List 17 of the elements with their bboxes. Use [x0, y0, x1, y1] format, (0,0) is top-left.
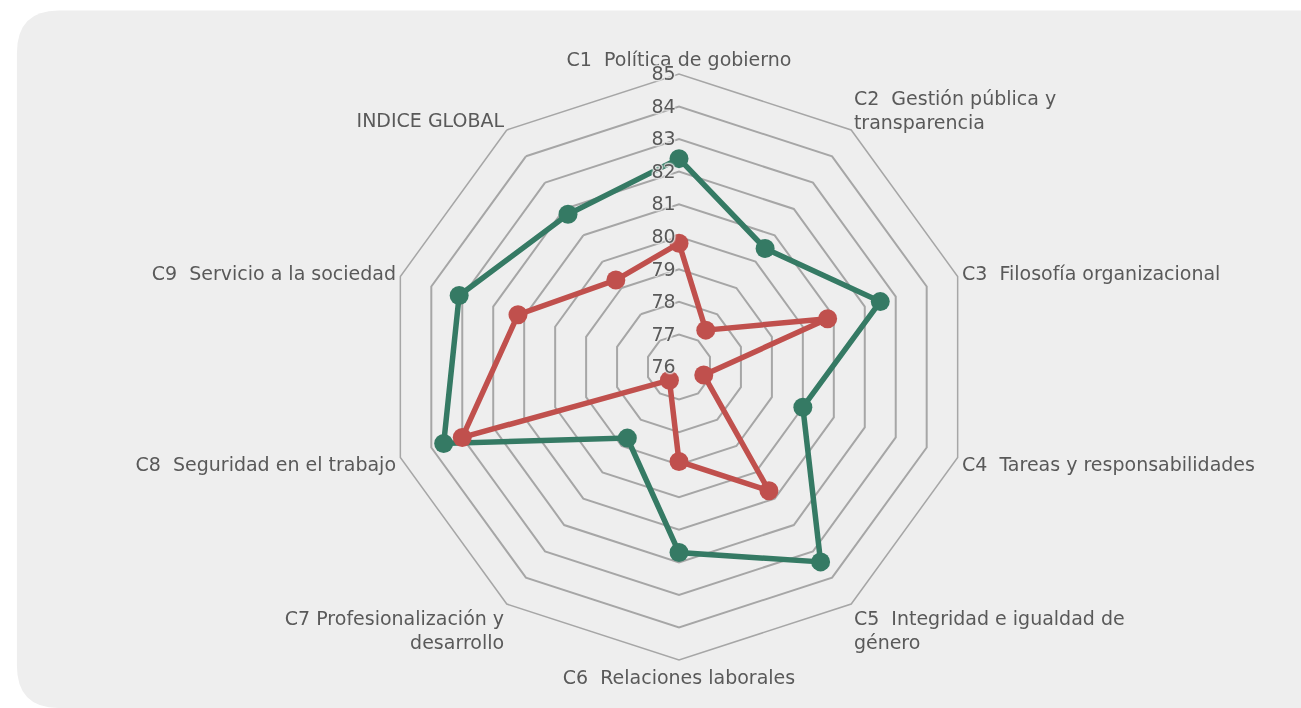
spoke-label: C9 Servicio a la sociedad: [151, 262, 397, 285]
y-tick-label: 76: [651, 355, 676, 378]
y-tick-label: 81: [651, 192, 676, 215]
y-tick-label: 84: [651, 94, 676, 117]
y-tick-label: 83: [651, 127, 676, 150]
y-tick-label: 80: [651, 224, 676, 247]
spoke-label: C6 Relaciones laborales: [562, 665, 796, 688]
y-tick-label: 79: [651, 257, 676, 280]
spoke-label: C2 Gestión pública y transparencia: [853, 86, 1057, 134]
y-tick-label: 78: [651, 290, 676, 313]
spoke-label: C4 Tareas y responsabilidades: [961, 453, 1255, 476]
spoke-label: C3 Filosofía organizacional: [961, 262, 1221, 285]
y-tick-label: 77: [651, 322, 676, 345]
spoke-label: C5 Integridad e igualdad de género: [853, 606, 1125, 654]
spoke-label: C8 Seguridad en el trabajo: [135, 453, 397, 476]
spoke-label: INDICE GLOBAL: [356, 109, 505, 132]
spoke-label: C7 Profesionalización y desarrollo: [284, 606, 505, 654]
